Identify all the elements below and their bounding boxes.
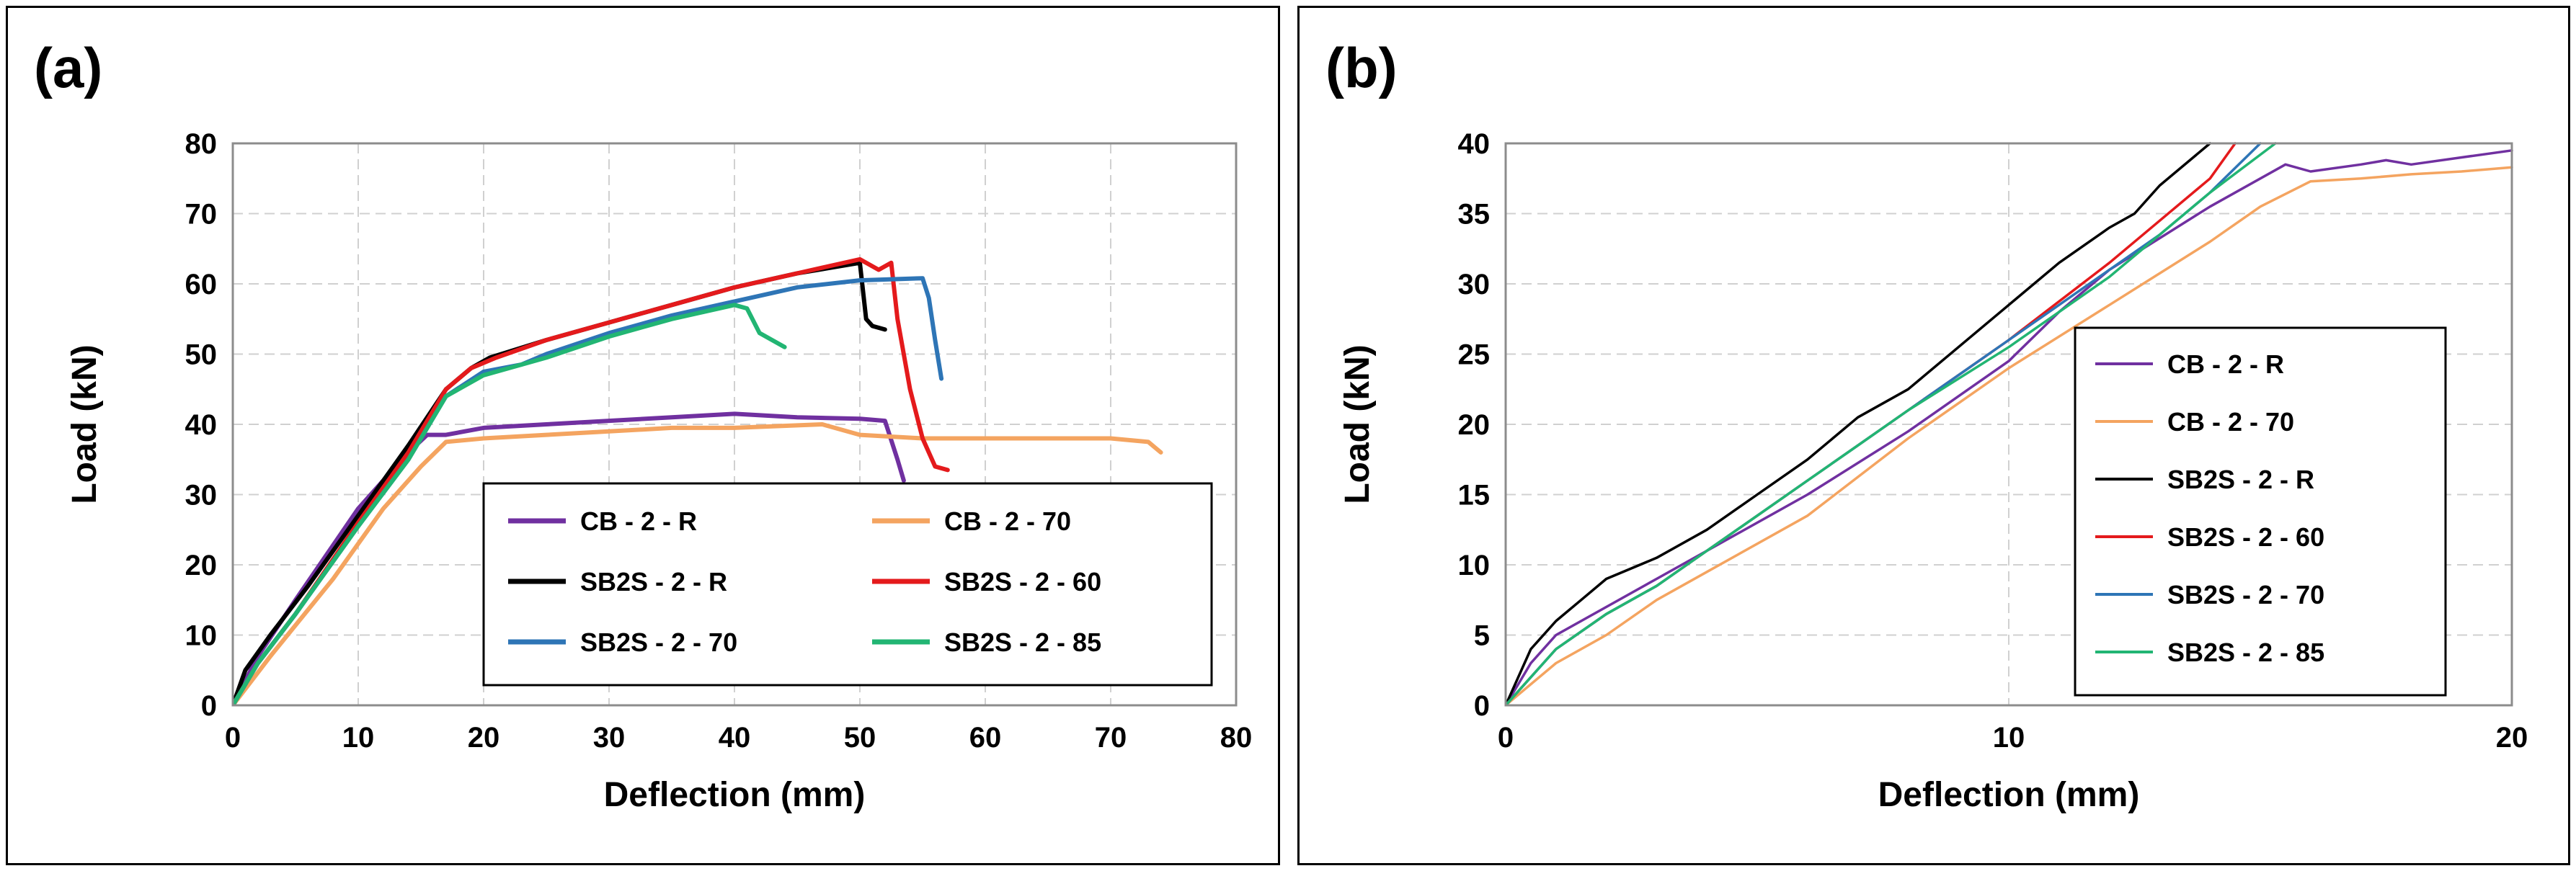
y-tick-label: 10	[185, 620, 218, 652]
series-line-cb-2-70	[1506, 166, 2513, 705]
series-group	[1506, 142, 2513, 705]
y-tick-label: 35	[1458, 199, 1491, 231]
y-tick-label: 25	[1458, 339, 1491, 371]
y-tick-label: 10	[1458, 550, 1491, 581]
x-tick-label: 80	[1220, 722, 1253, 754]
y-tick-label: 20	[1458, 409, 1491, 441]
x-tick-label: 10	[342, 722, 375, 754]
series-line-sb2s-2-85	[233, 303, 787, 705]
chart-panel-a: (a) 0 10 20 30 40 50 60 70 80 0 10 20 30 40 50 60 70 80 Def…	[6, 6, 1280, 865]
y-tick-label: 80	[185, 128, 218, 160]
legend-label: CB - 2 - 70	[944, 506, 1071, 536]
plot-area-frame	[1504, 142, 2513, 707]
y-tick-label: 15	[1458, 480, 1491, 512]
legend-label: SB2S - 2 - 85	[2167, 638, 2324, 667]
chart-b-svg: (b) 0 10 20 0 5 10 15 20 25 30 35 40 Deflection (mm) L…	[1325, 36, 2528, 814]
legend-box	[2074, 326, 2447, 697]
x-tick-label: 20	[468, 722, 500, 754]
y-tick-label: 40	[185, 409, 218, 441]
series-group	[233, 256, 1163, 705]
x-tick-label: 50	[844, 722, 876, 754]
y-tick-label: 0	[1474, 690, 1490, 722]
x-tick-label: 70	[1095, 722, 1127, 754]
y-tick-label: 30	[1458, 269, 1491, 300]
y-tick-label: 0	[201, 690, 217, 722]
x-axis-title: Deflection (mm)	[1878, 776, 2140, 814]
y-tick-label: 60	[185, 269, 218, 300]
y-axis-title: Load (kN)	[1338, 344, 1377, 504]
chart-a-svg: (a) 0 10 20 30 40 50 60 70 80 0 10 20 30 40 50 60 70 80 Def…	[34, 36, 1253, 814]
series-line-sb2s-2-60	[233, 256, 950, 705]
x-tick-label: 10	[1993, 722, 2025, 754]
legend-label: SB2S - 2 - 60	[944, 567, 1101, 597]
legend-label: SB2S - 2 - 60	[2167, 522, 2324, 552]
y-tick-label: 20	[185, 550, 218, 581]
y-axis-title: Load (kN)	[66, 344, 104, 504]
plot-area-frame	[231, 142, 1238, 707]
x-tick-label: 20	[2496, 722, 2528, 754]
x-tick-label: 40	[719, 722, 751, 754]
series-line-cb-2-r	[233, 411, 906, 705]
series-line-cb-2-70	[233, 422, 1163, 705]
legend-label: SB2S - 2 - 85	[944, 627, 1101, 657]
panel-label: (a)	[34, 36, 102, 99]
legend-label: CB - 2 - R	[580, 506, 697, 536]
x-axis-title: Deflection (mm)	[604, 776, 866, 814]
y-tick-label: 70	[185, 199, 218, 231]
x-tick-label: 60	[969, 722, 1002, 754]
x-tick-label: 0	[225, 722, 241, 754]
chart-panel-b: (b) 0 10 20 0 5 10 15 20 25 30 35 40 Deflection (mm) L…	[1297, 6, 2570, 865]
x-tick-label: 0	[1498, 722, 1514, 754]
legend-label: SB2S - 2 - 70	[580, 627, 737, 657]
legend-label: CB - 2 - R	[2167, 349, 2284, 379]
legend-label: SB2S - 2 - 70	[2167, 580, 2324, 609]
x-tick-label: 30	[593, 722, 626, 754]
legend-label: SB2S - 2 - R	[580, 567, 727, 597]
legend-label: CB - 2 - 70	[2167, 407, 2294, 437]
y-tick-label: 5	[1474, 620, 1490, 652]
legend-label: SB2S - 2 - R	[2167, 465, 2314, 494]
y-tick-label: 30	[185, 480, 218, 512]
y-tick-label: 50	[185, 339, 218, 371]
legend-box	[482, 482, 1213, 687]
panel-label: (b)	[1325, 36, 1398, 99]
series-line-sb2s-2-r	[1506, 142, 2211, 705]
y-tick-label: 40	[1458, 128, 1491, 160]
series-line-sb2s-2-85	[1506, 142, 2277, 705]
